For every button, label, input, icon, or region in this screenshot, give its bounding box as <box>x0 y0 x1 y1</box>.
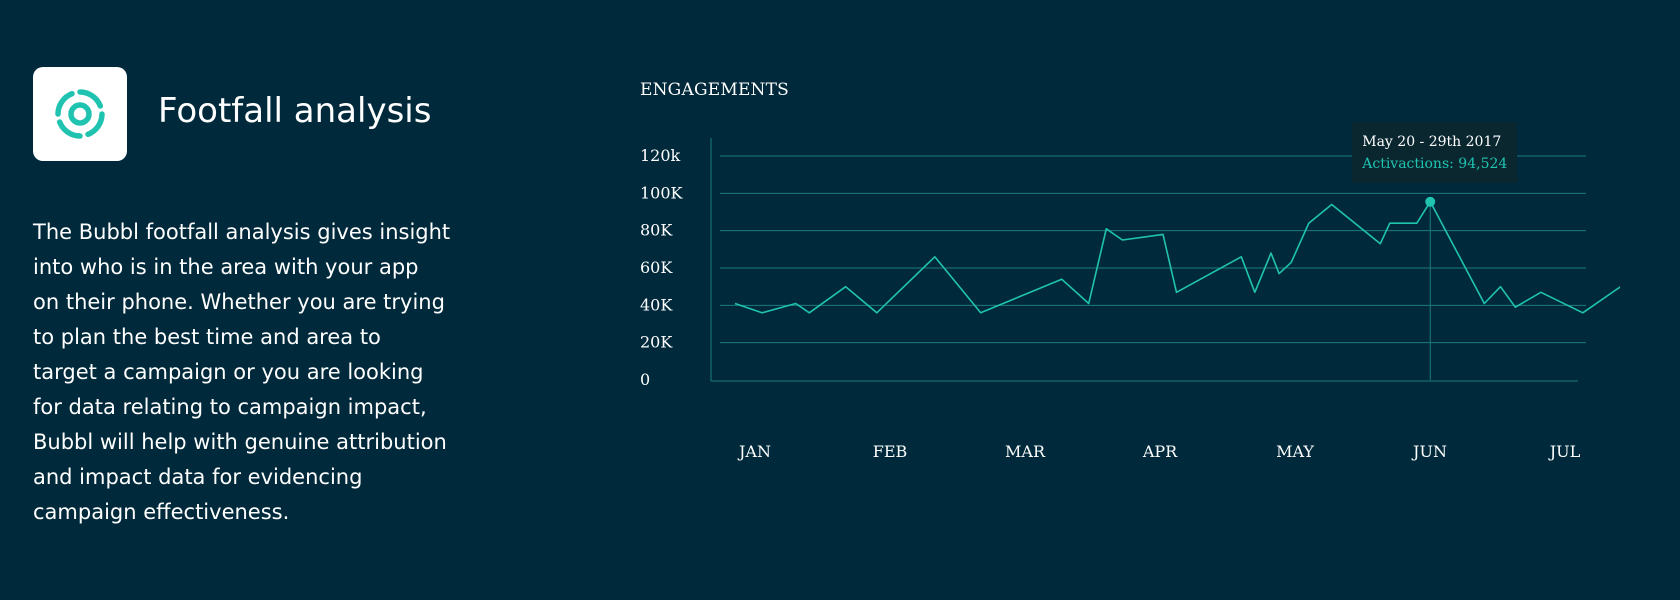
x-tick-label: APR <box>1142 442 1178 461</box>
highlight-point[interactable] <box>1425 196 1436 207</box>
x-tick-label: MAY <box>1276 442 1314 461</box>
y-tick-label: 120k <box>640 146 681 165</box>
y-tick-label: 40K <box>640 295 673 314</box>
x-tick-label: MAR <box>1005 442 1046 461</box>
series-line <box>734 200 1620 314</box>
target-ring-icon <box>55 89 105 139</box>
feature-logo <box>33 67 127 161</box>
section-description: The Bubbl footfall analysis gives insigh… <box>33 220 451 524</box>
engagements-chart: ENGAGEMENTS 0 20K 40K 60K 80K 100K 120k JAN FEB… <box>620 60 1620 500</box>
y-tick-label: 80K <box>640 221 673 240</box>
chart-title: ENGAGEMENTS <box>640 80 790 100</box>
chart-svg: 0 20K 40K 60K 80K 100K 120k JAN FEB MAR APR MAY JUN… <box>640 138 1620 461</box>
x-tick-label: JUL <box>1548 442 1581 461</box>
y-tick-label: 60K <box>640 258 673 277</box>
x-tick-label: JUN <box>1411 442 1447 461</box>
section-title: Footfall analysis <box>158 91 432 131</box>
y-tick-label: 0 <box>640 370 650 389</box>
x-tick-label: FEB <box>873 442 908 461</box>
x-tick-label: JAN <box>737 442 771 461</box>
y-tick-label: 100K <box>640 183 684 202</box>
y-tick-label: 20K <box>640 333 673 352</box>
